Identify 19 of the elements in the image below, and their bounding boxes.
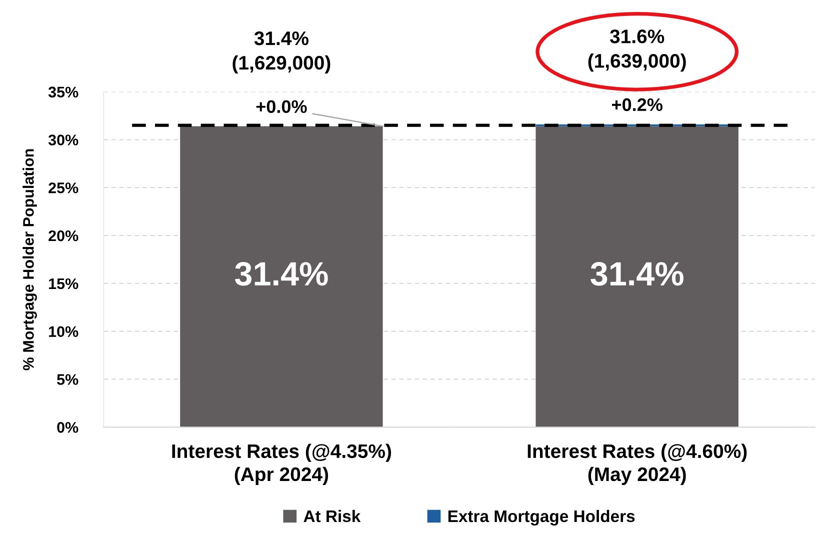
data-label: 31.4% — [590, 262, 684, 286]
x-tick-label: Interest Rates (@4.60%) (May 2024) — [528, 444, 747, 485]
y-tick-label: 25% — [48, 182, 78, 194]
data-label: +0.2% — [612, 98, 662, 112]
total-label: 31.6% (1,639,000) — [588, 30, 686, 72]
legend-label: At Risk — [304, 510, 361, 522]
x-tick-label: Interest Rates (@4.35%) (Apr 2024) — [172, 444, 392, 485]
y-tick-label: 20% — [48, 230, 78, 242]
data-label: +0.0% — [256, 100, 307, 113]
y-tick-label: 5% — [57, 374, 78, 385]
legend-label: Extra Mortgage Holders — [448, 510, 635, 526]
y-tick-label: 15% — [49, 278, 78, 290]
y-tick-label: 30% — [48, 134, 78, 146]
data-label: 31.4% — [234, 262, 328, 286]
y-tick-label: 0% — [57, 422, 78, 433]
y-tick-label: 10% — [49, 326, 78, 338]
y-tick-label: 35% — [48, 86, 78, 98]
total-label: 31.4% (1,629,000) — [232, 31, 330, 74]
y-axis-title: % Mortgage Holder Population — [22, 149, 37, 370]
